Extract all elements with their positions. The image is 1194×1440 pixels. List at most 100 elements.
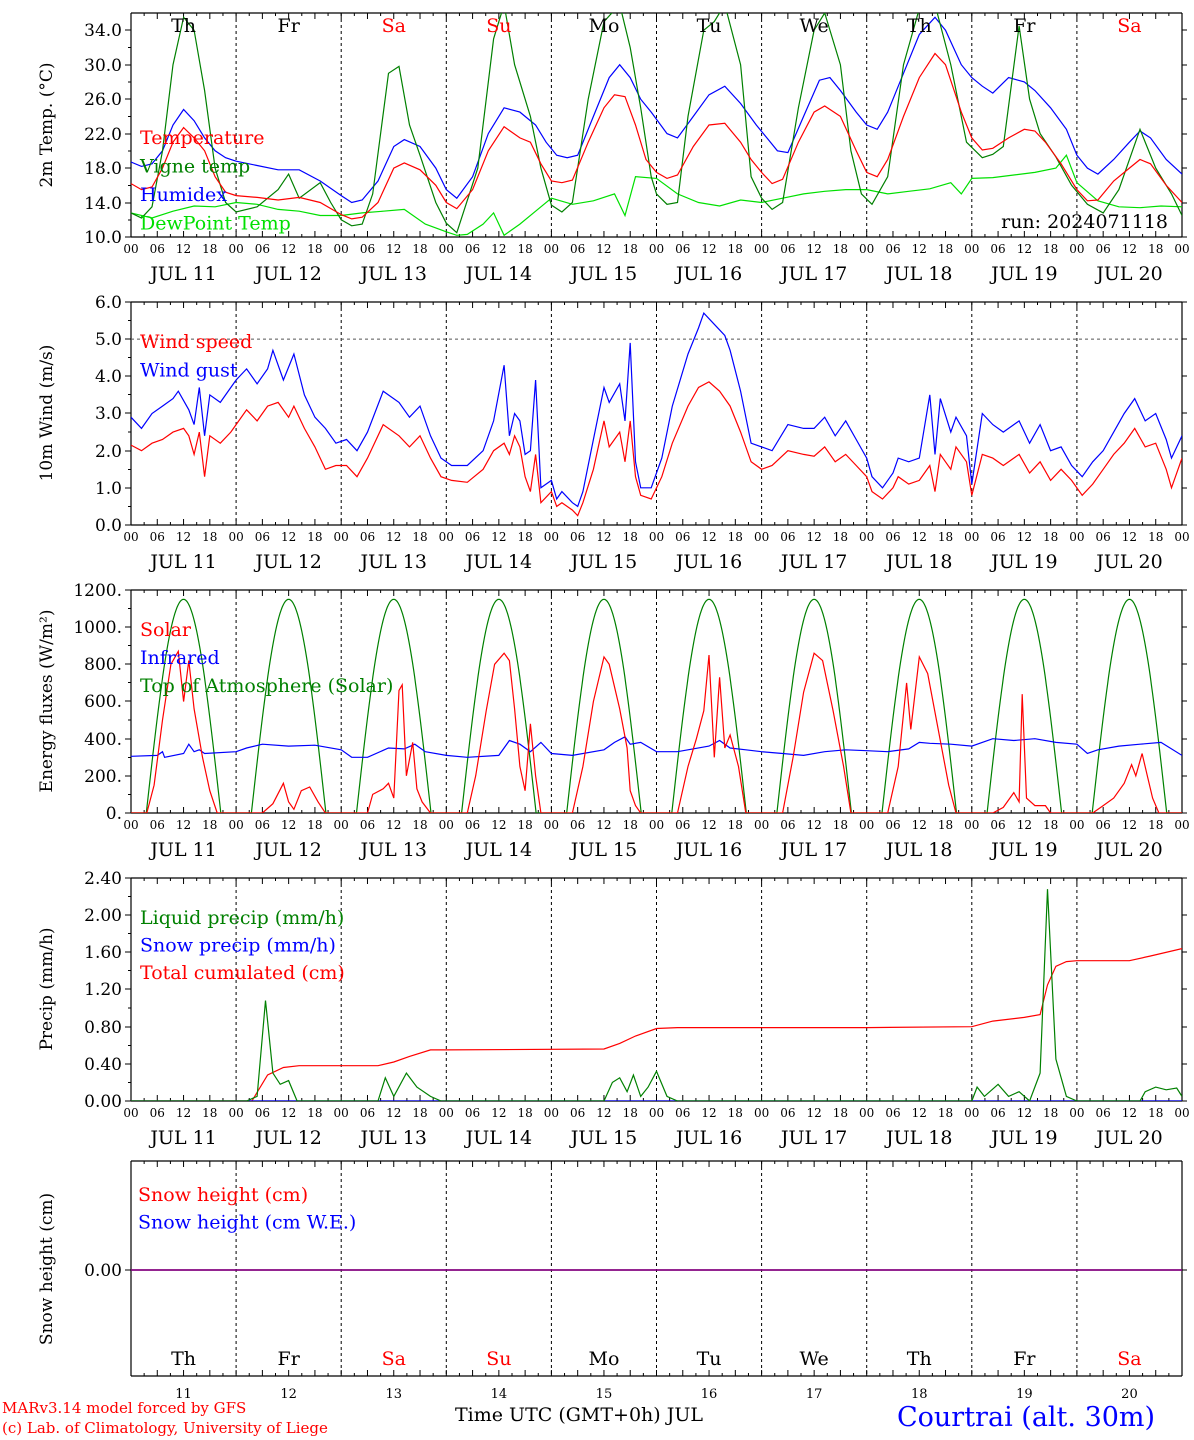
x-date-label: JUL 16 xyxy=(674,551,742,573)
x-date-label: JUL 13 xyxy=(359,1127,427,1149)
y-tick-label: 1200. xyxy=(73,581,122,601)
x-hour-label: 00 xyxy=(123,530,138,544)
day-name: Th xyxy=(171,15,196,37)
y-tick-label: 0.00 xyxy=(84,1092,122,1112)
x-date-label: JUL 17 xyxy=(779,1127,847,1149)
x-hour-label: 12 xyxy=(176,818,191,832)
x-date-label: JUL 19 xyxy=(989,1127,1057,1149)
day-number: 16 xyxy=(701,1387,718,1402)
x-hour-label: 18 xyxy=(202,1106,217,1120)
y-tick-label: 14.0 xyxy=(84,194,122,214)
x-hour-label: 06 xyxy=(675,1106,690,1120)
x-hour-label: 00 xyxy=(544,242,559,256)
series-line xyxy=(131,889,1182,1101)
x-date-label: JUL 19 xyxy=(989,551,1057,573)
day-name: Fr xyxy=(278,1348,301,1370)
x-date-label: JUL 18 xyxy=(884,1127,952,1149)
series-line xyxy=(131,736,1182,758)
x-hour-label: 18 xyxy=(833,530,848,544)
series-line xyxy=(131,948,1182,1101)
x-hour-label: 06 xyxy=(465,1106,480,1120)
x-hour-label: 12 xyxy=(1122,242,1137,256)
x-hour-label: 06 xyxy=(465,242,480,256)
x-hour-label: 00 xyxy=(1069,1106,1084,1120)
x-hour-label: 18 xyxy=(202,818,217,832)
x-hour-label: 06 xyxy=(360,242,375,256)
x-hour-label: 12 xyxy=(1017,530,1032,544)
x-date-label: JUL 19 xyxy=(989,839,1057,861)
x-hour-label: 18 xyxy=(412,530,427,544)
x-hour-label: 12 xyxy=(281,530,296,544)
day-name: We xyxy=(800,15,829,37)
x-hour-label: 00 xyxy=(228,1106,243,1120)
x-hour-label: 06 xyxy=(1096,1106,1111,1120)
x-hour-label: 06 xyxy=(255,530,270,544)
y-tick-label: 0.00 xyxy=(84,1261,122,1281)
legend-entry: Snow height (cm) xyxy=(138,1184,308,1206)
x-hour-label: 06 xyxy=(885,530,900,544)
x-hour-label: 06 xyxy=(255,818,270,832)
x-hour-label: 18 xyxy=(1148,818,1163,832)
x-hour-label: 00 xyxy=(1069,242,1084,256)
day-name: Fr xyxy=(1013,15,1036,37)
x-hour-label: 06 xyxy=(255,1106,270,1120)
x-hour-label: 12 xyxy=(807,530,822,544)
y-tick-label: 10.0 xyxy=(84,228,122,248)
x-hour-label: 00 xyxy=(859,242,874,256)
day-name: Th xyxy=(171,1348,196,1370)
x-hour-label: 18 xyxy=(517,1106,532,1120)
day-name: Th xyxy=(907,15,932,37)
x-hour-label: 00 xyxy=(334,818,349,832)
x-hour-label: 12 xyxy=(176,1106,191,1120)
x-hour-label: 06 xyxy=(570,242,585,256)
x-hour-label: 18 xyxy=(1148,242,1163,256)
day-name: Tu xyxy=(697,1348,722,1370)
y-tick-label: 2.40 xyxy=(84,869,122,889)
x-hour-label: 12 xyxy=(912,530,927,544)
y-tick-label: 800. xyxy=(84,655,122,675)
legend-entry: Wind speed xyxy=(140,331,252,353)
x-hour-label: 00 xyxy=(1069,530,1084,544)
x-hour-label: 12 xyxy=(386,530,401,544)
x-date-label: JUL 13 xyxy=(359,551,427,573)
y-tick-label: 30.0 xyxy=(84,56,122,76)
x-hour-label: 18 xyxy=(412,818,427,832)
x-hour-label: 06 xyxy=(150,242,165,256)
x-hour-label: 18 xyxy=(517,818,532,832)
x-hour-label: 18 xyxy=(517,530,532,544)
x-hour-label: 18 xyxy=(307,1106,322,1120)
x-date-label: JUL 15 xyxy=(569,263,637,285)
x-date-label: JUL 18 xyxy=(884,263,952,285)
x-hour-label: 18 xyxy=(1043,1106,1058,1120)
x-hour-label: 12 xyxy=(912,242,927,256)
x-hour-label: 18 xyxy=(307,242,322,256)
x-hour-label: 06 xyxy=(570,530,585,544)
x-hour-label: 18 xyxy=(938,818,953,832)
x-hour-label: 18 xyxy=(728,530,743,544)
x-hour-label: 12 xyxy=(1017,242,1032,256)
y-tick-label: 34.0 xyxy=(84,21,122,41)
x-hour-label: 12 xyxy=(1017,818,1032,832)
x-hour-label: 06 xyxy=(885,242,900,256)
x-hour-label: 12 xyxy=(1122,818,1137,832)
x-hour-label: 18 xyxy=(833,1106,848,1120)
series-line xyxy=(131,381,1182,517)
x-hour-label: 12 xyxy=(807,1106,822,1120)
x-hour-label: 00 xyxy=(123,818,138,832)
series-line xyxy=(131,13,1182,234)
x-hour-label: 00 xyxy=(228,242,243,256)
x-hour-label: 06 xyxy=(780,1106,795,1120)
day-name: Sa xyxy=(1117,1348,1141,1370)
legend-entry: Infrared xyxy=(140,647,220,669)
x-date-label: JUL 12 xyxy=(253,551,321,573)
x-date-label: JUL 12 xyxy=(253,839,321,861)
x-hour-label: 12 xyxy=(386,1106,401,1120)
x-hour-label: 18 xyxy=(623,818,638,832)
y-tick-label: 600. xyxy=(84,692,122,712)
x-date-label: JUL 18 xyxy=(884,551,952,573)
x-hour-label: 00 xyxy=(439,242,454,256)
day-number: 11 xyxy=(175,1387,192,1402)
x-date-label: JUL 20 xyxy=(1094,1127,1162,1149)
x-hour-label: 18 xyxy=(1148,530,1163,544)
x-hour-label: 06 xyxy=(990,530,1005,544)
